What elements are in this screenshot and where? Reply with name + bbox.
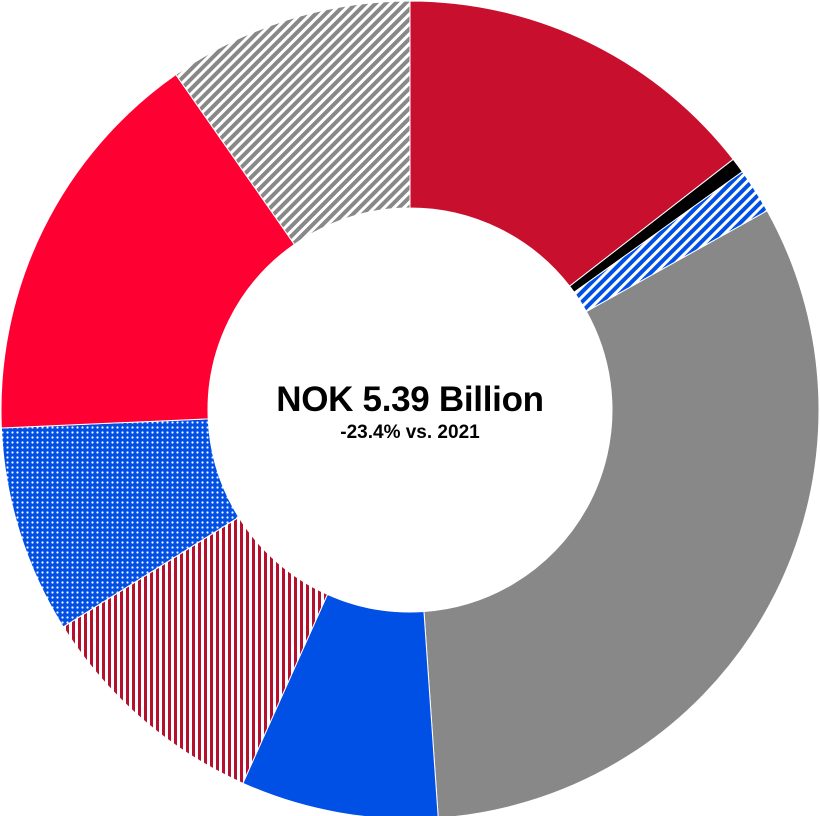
center-total-value: NOK 5.39 Billion <box>276 380 544 419</box>
center-label: NOK 5.39 Billion -23.4% vs. 2021 <box>260 380 560 446</box>
donut-slice-4 <box>423 210 820 816</box>
donut-slice-1 <box>409 0 734 287</box>
donut-slice-9 <box>175 0 411 246</box>
center-change-subtitle: -23.4% vs. 2021 <box>340 422 480 443</box>
donut-slice-8 <box>0 73 296 429</box>
